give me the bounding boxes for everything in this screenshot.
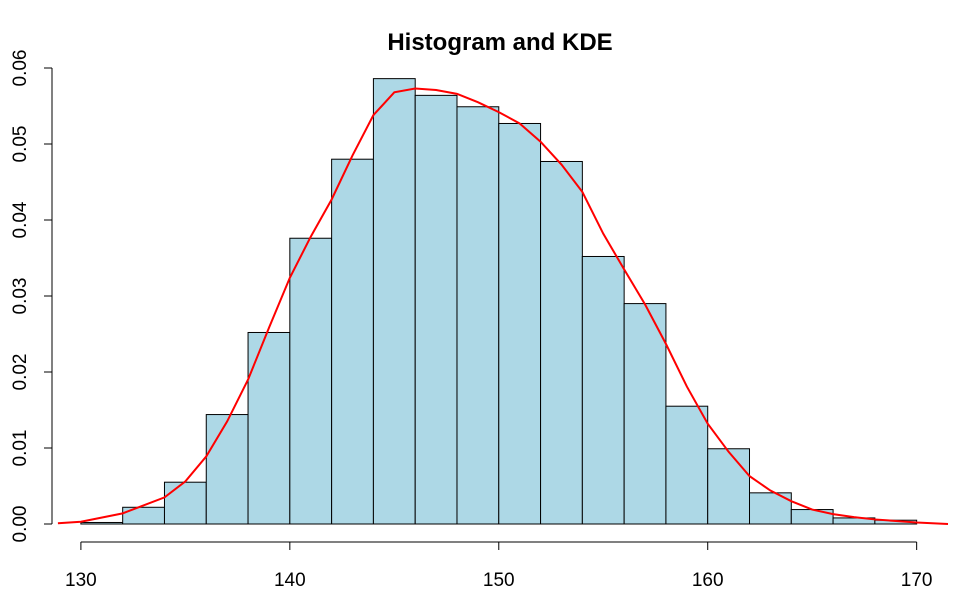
chart-title: Histogram and KDE bbox=[387, 29, 612, 56]
kde-line bbox=[57, 87, 949, 525]
x-tick-label: 130 bbox=[65, 570, 97, 591]
y-tick-label: 0.02 bbox=[10, 354, 31, 391]
histogram-bar bbox=[331, 158, 374, 525]
histogram-bar bbox=[205, 414, 249, 525]
histogram-bar bbox=[372, 78, 416, 525]
y-tick-label: 0.05 bbox=[10, 126, 31, 163]
histogram-bar bbox=[247, 331, 291, 525]
histogram-bar bbox=[665, 405, 709, 525]
x-tick-label: 150 bbox=[483, 570, 515, 591]
x-tick-label: 160 bbox=[692, 570, 724, 591]
histogram-bar bbox=[623, 303, 667, 525]
y-tick-label: 0.06 bbox=[10, 50, 31, 87]
histogram-bar bbox=[80, 521, 124, 525]
y-tick-label: 0.00 bbox=[10, 506, 31, 543]
histogram-bar bbox=[456, 106, 500, 525]
kde-layer bbox=[57, 87, 949, 525]
bars-layer bbox=[80, 78, 918, 525]
x-tick-label: 140 bbox=[274, 570, 306, 591]
histogram-bar bbox=[749, 492, 792, 525]
histogram-bar bbox=[289, 237, 333, 525]
histogram-bar bbox=[163, 481, 207, 525]
histogram-bar bbox=[707, 448, 751, 525]
y-tick-label: 0.01 bbox=[10, 430, 31, 467]
histogram-bar bbox=[498, 122, 542, 525]
x-axis: 130 140 150 160 170 bbox=[65, 541, 933, 591]
histogram-bar bbox=[540, 160, 583, 525]
x-tick-label: 170 bbox=[901, 570, 933, 591]
y-tick-label: 0.03 bbox=[10, 278, 31, 315]
histogram-bar bbox=[414, 94, 458, 525]
histogram-bar bbox=[581, 255, 625, 525]
histogram-bar bbox=[122, 506, 165, 525]
y-tick-label: 0.04 bbox=[10, 201, 31, 238]
histogram-bar bbox=[790, 509, 834, 525]
y-axis: 0.00 0.01 0.02 0.03 0.04 0.05 0.06 bbox=[10, 50, 53, 543]
